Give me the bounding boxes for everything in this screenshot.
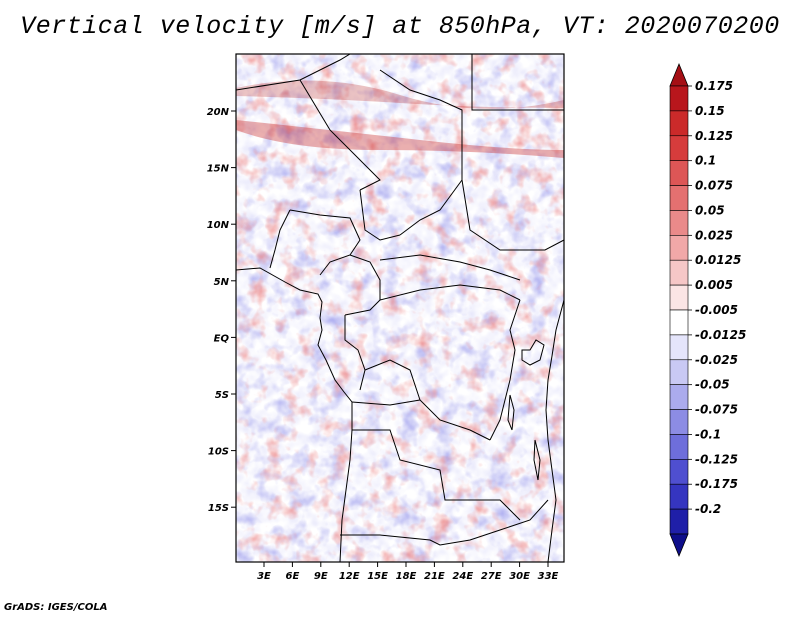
lat-axis: 20N 15N 10N 5N EQ 5S 10S 15S — [207, 107, 236, 514]
colorbar-label: -0.125 — [695, 452, 738, 466]
colorbar-swatch — [669, 235, 689, 261]
colorbar-swatch — [669, 284, 689, 311]
colorbar-top-arrow — [669, 62, 689, 87]
colorbar-label: -0.075 — [695, 403, 738, 417]
colorbar-label: 0.075 — [695, 179, 733, 193]
colorbar-swatch — [669, 483, 689, 510]
colorbar-label: 0.005 — [695, 278, 733, 292]
lon-tick-label: 21E — [424, 571, 445, 582]
velocity-field — [236, 54, 564, 562]
lat-tick-label: 5N — [214, 277, 230, 288]
colorbar-label: -0.05 — [695, 378, 730, 392]
colorbar-swatch — [669, 459, 689, 485]
colorbar-swatch — [669, 359, 689, 385]
lon-axis: 3E 6E 9E 12E 15E 18E 21E 24E 27E 30E 33E — [257, 562, 559, 582]
colorbar-swatch — [669, 160, 689, 186]
lat-tick-label: 10S — [208, 447, 229, 458]
lon-tick-label: 30E — [509, 571, 530, 582]
lat-tick-label: 5S — [215, 390, 229, 401]
colorbar-label: 0.05 — [695, 203, 725, 217]
lon-tick-label: 15E — [367, 571, 388, 582]
lat-tick-label: EQ — [214, 333, 230, 344]
lon-tick-label: 3E — [257, 571, 271, 582]
colorbar-label: 0.1 — [695, 154, 716, 168]
map-frame — [235, 53, 565, 563]
colorbar-swatch — [669, 135, 689, 161]
lon-tick-label: 6E — [286, 571, 300, 582]
colorbar-swatch — [669, 384, 689, 410]
lon-tick-label: 18E — [396, 571, 417, 582]
colorbar-bottom-arrow — [669, 533, 689, 558]
lat-tick-label: 15N — [207, 164, 230, 175]
lon-tick-label: 33E — [538, 571, 559, 582]
colorbar-label: 0.125 — [695, 129, 733, 143]
lon-tick-label: 24E — [452, 571, 473, 582]
colorbar-label: -0.1 — [695, 427, 721, 441]
colorbar-label: -0.0125 — [695, 328, 746, 342]
lon-tick-label: 27E — [481, 571, 502, 582]
boundaries — [236, 54, 564, 562]
colorbar-swatch — [669, 508, 689, 535]
colorbar-swatch — [669, 309, 689, 336]
colorbar-swatch — [669, 110, 689, 137]
chart-title: Vertical velocity [m/s] at 850hPa, VT: 2… — [20, 12, 780, 41]
colorbar-label: 0.0125 — [695, 253, 741, 267]
lat-tick-label: 15S — [208, 503, 229, 514]
colorbar-swatch — [669, 85, 689, 112]
lat-tick-label: 10N — [207, 220, 230, 231]
colorbar-label: -0.025 — [695, 353, 738, 367]
colorbar-swatch — [669, 259, 689, 286]
colorbar-swatch — [669, 185, 689, 211]
colorbar-swatch — [669, 210, 689, 236]
lat-tick-label: 20N — [207, 107, 230, 118]
lon-tick-label: 12E — [339, 571, 360, 582]
colorbar-label: 0.175 — [695, 79, 733, 93]
lon-tick-label: 9E — [314, 571, 328, 582]
colorbar-swatch — [669, 434, 689, 460]
colorbar-swatch — [669, 409, 689, 435]
colorbar-label: 0.025 — [695, 228, 733, 242]
colorbar-label: 0.15 — [695, 104, 725, 118]
credit-label: GrADS: IGES/COLA — [4, 602, 108, 613]
colorbar-label: -0.005 — [695, 303, 738, 317]
colorbar-swatch — [669, 334, 689, 361]
colorbar-label: -0.2 — [695, 502, 721, 516]
colorbar: 0.175 0.15 0.125 0.1 0.075 0.05 0.025 0.0125 0.0… — [669, 62, 746, 558]
colorbar-label: -0.175 — [695, 477, 738, 491]
